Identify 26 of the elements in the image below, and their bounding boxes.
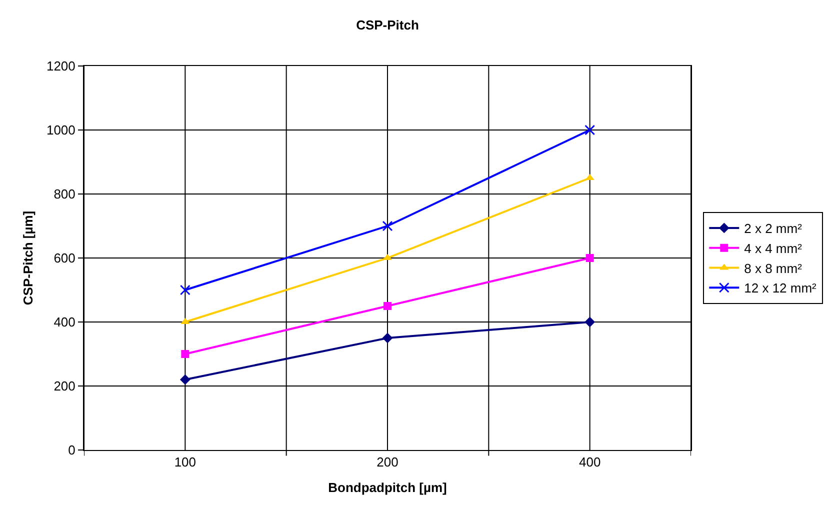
point	[584, 316, 596, 328]
x-tick-label: 200	[376, 454, 398, 470]
y-tick-label: 1000	[46, 122, 76, 138]
y-tick-label: 600	[54, 250, 76, 266]
legend-label: 4 x 4 mm²	[744, 240, 803, 256]
point	[586, 254, 594, 262]
x-tick-label: 100	[174, 454, 196, 470]
legend-label: 8 x 8 mm²	[744, 260, 803, 276]
point	[382, 220, 393, 232]
y-tick-label: 1200	[46, 58, 76, 74]
y-tick-label: 200	[54, 378, 76, 394]
point	[180, 284, 190, 296]
x-axis-title: Bondpadpitch [µm]	[328, 480, 447, 496]
point	[584, 124, 596, 136]
point	[382, 332, 393, 344]
y-tick-label: 0	[68, 442, 76, 458]
y-tick-label: 800	[54, 186, 76, 202]
point	[384, 302, 392, 310]
legend-label: 2 x 2 mm²	[744, 221, 803, 236]
chart-title: CSP-Pitch	[356, 18, 419, 32]
legend-label: 12 x 12 mm²	[744, 280, 818, 296]
point	[181, 350, 190, 358]
point	[180, 374, 190, 385]
y-tick-label: 400	[54, 314, 76, 330]
y-axis-title: CSP-Pitch [µm]	[20, 210, 36, 306]
x-tick-label: 400	[578, 454, 601, 470]
